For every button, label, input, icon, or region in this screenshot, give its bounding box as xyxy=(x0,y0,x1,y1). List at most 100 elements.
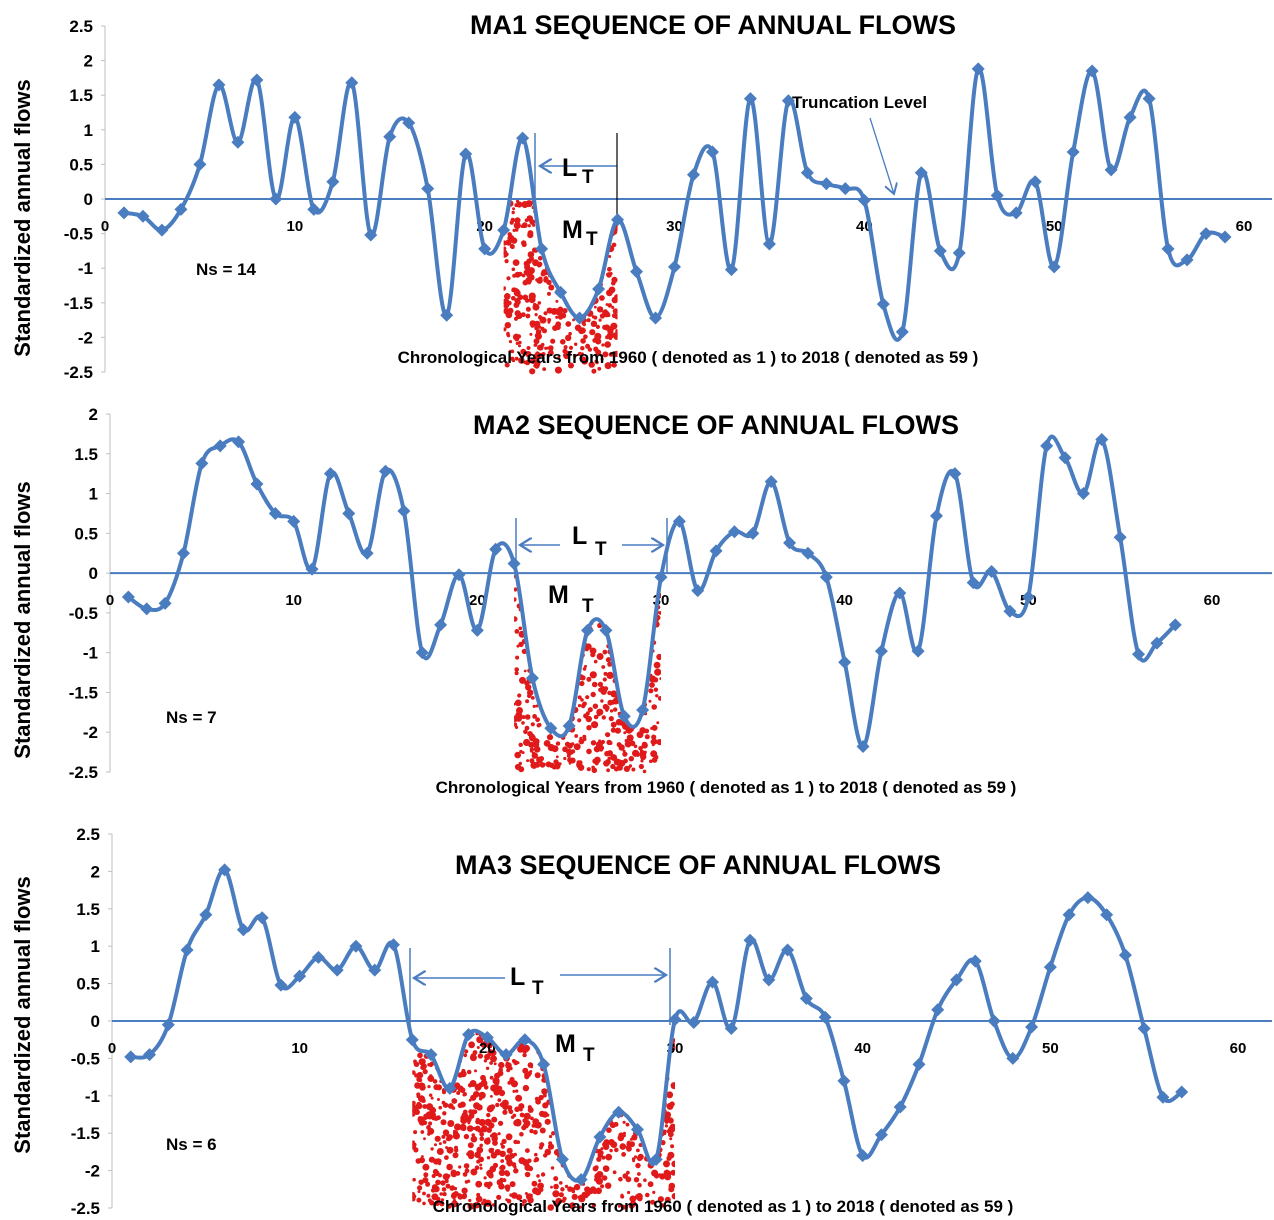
drought-speckle xyxy=(588,1129,595,1137)
drought-speckle xyxy=(515,341,519,345)
drought-speckle xyxy=(570,296,578,304)
drought-speckle xyxy=(422,1191,426,1196)
data-point xyxy=(1047,260,1061,274)
drought-speckle xyxy=(605,1153,613,1161)
chart-panel-ma1: 2.521.510.50-0.5-1-1.5-2-2.50 10 20 30 40 50 6… xyxy=(10,10,1272,412)
data-point xyxy=(1066,145,1080,159)
x-tick-label: 10 xyxy=(291,1040,308,1057)
drought-speckle xyxy=(594,332,602,340)
drought-speckle xyxy=(422,1104,428,1109)
drought-speckle xyxy=(434,1143,437,1147)
data-point xyxy=(837,1074,851,1088)
drought-speckle xyxy=(619,649,627,657)
drought-speckle xyxy=(566,693,570,697)
drought-speckle xyxy=(478,1091,486,1099)
drought-speckle xyxy=(606,210,610,215)
drought-speckle xyxy=(595,1177,604,1185)
drought-speckle xyxy=(429,1093,433,1097)
drought-speckle xyxy=(580,1092,587,1098)
mt-annotation: M T xyxy=(562,216,598,250)
y-tick-label: 0.5 xyxy=(69,155,93,174)
drought-speckle xyxy=(543,740,551,747)
drought-speckle xyxy=(445,1063,450,1067)
drought-speckle xyxy=(451,1106,456,1110)
drought-speckle xyxy=(607,661,613,667)
drought-speckle xyxy=(600,357,604,361)
data-point xyxy=(1123,110,1137,124)
drought-speckle xyxy=(544,1118,551,1125)
drought-speckle xyxy=(653,1063,661,1071)
data-point xyxy=(287,514,301,528)
drought-speckle xyxy=(546,214,550,218)
drought-speckle xyxy=(513,1031,520,1038)
drought-speckle xyxy=(602,1175,608,1181)
drought-speckle xyxy=(420,1130,425,1134)
drought-speckle xyxy=(562,1142,570,1150)
drought-speckle xyxy=(584,1071,589,1075)
drought-speckle xyxy=(616,587,622,592)
y-tick-label: -2.5 xyxy=(64,363,93,382)
drought-speckle xyxy=(538,1094,544,1101)
drought-speckle xyxy=(513,316,519,321)
drought-speckle xyxy=(498,1061,505,1069)
drought-speckle xyxy=(562,308,568,314)
drought-speckle xyxy=(639,637,642,640)
drought-speckle xyxy=(650,1199,656,1205)
drought-speckle xyxy=(503,249,508,255)
data-point xyxy=(311,950,325,964)
drought-speckle xyxy=(528,741,535,748)
drought-speckle xyxy=(602,351,609,358)
y-tick-label: -0.5 xyxy=(71,1049,100,1068)
drought-speckle xyxy=(454,1123,462,1131)
drought-speckle xyxy=(640,759,644,763)
drought-speckle xyxy=(479,1136,485,1141)
chart-title: MA1 SEQUENCE OF ANNUAL FLOWS xyxy=(470,10,956,40)
data-point xyxy=(459,147,473,161)
drought-speckle xyxy=(644,594,649,599)
data-point xyxy=(535,242,549,256)
lt-annotation: L T xyxy=(515,518,668,574)
drought-speckle xyxy=(580,1155,586,1161)
drought-speckle xyxy=(621,676,629,684)
drought-speckle xyxy=(502,1103,509,1110)
drought-speckle xyxy=(605,732,611,738)
drought-speckle xyxy=(598,318,602,322)
data-point xyxy=(440,308,454,322)
drought-speckle xyxy=(597,681,604,688)
drought-speckle xyxy=(612,624,617,630)
drought-speckle xyxy=(550,307,558,315)
drought-speckle xyxy=(657,1196,665,1203)
drought-speckle xyxy=(586,298,590,301)
drought-speckle xyxy=(646,1025,653,1032)
drought-speckle xyxy=(566,753,571,758)
y-tick-label: 1 xyxy=(84,121,93,140)
drought-speckle xyxy=(530,629,535,634)
data-point xyxy=(405,1033,419,1047)
drought-speckle xyxy=(588,581,593,586)
drought-speckle xyxy=(595,1044,599,1048)
drought-speckle xyxy=(530,647,537,654)
drought-speckle xyxy=(555,321,562,328)
drought-speckle xyxy=(586,1098,591,1103)
drought-speckle xyxy=(418,1078,423,1083)
drought-speckle xyxy=(509,1066,513,1071)
data-point xyxy=(1040,439,1054,453)
drought-speckle xyxy=(648,1142,655,1149)
drought-speckle xyxy=(577,299,581,304)
data-point xyxy=(876,297,890,311)
drought-speckle xyxy=(590,740,597,746)
drought-speckle xyxy=(650,1140,658,1147)
drought-speckle xyxy=(440,1180,446,1186)
data-point xyxy=(250,477,264,491)
drought-speckle xyxy=(575,1166,581,1172)
drought-speckle xyxy=(567,609,571,613)
drought-speckle xyxy=(450,1185,455,1190)
drought-speckle xyxy=(642,1115,646,1119)
drought-speckle xyxy=(652,1190,656,1194)
drought-speckle xyxy=(578,584,585,590)
drought-speckle xyxy=(613,1032,620,1038)
drought-speckle xyxy=(576,760,581,765)
drought-speckle xyxy=(565,1021,572,1026)
drought-speckle xyxy=(611,1048,619,1055)
drought-speckle xyxy=(606,272,612,278)
